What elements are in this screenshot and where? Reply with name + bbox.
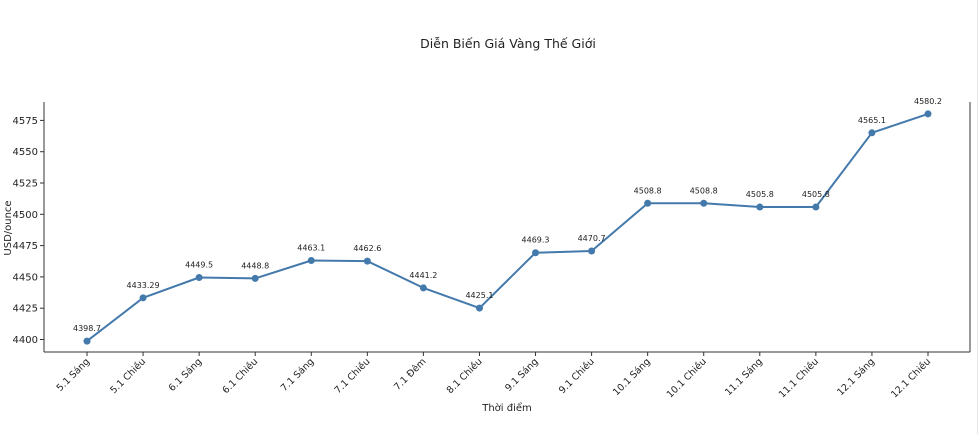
data-point-marker [363, 257, 371, 265]
data-labels: 4398.7 4433.29 4449.5 4448.8 4463.1 4462.6 444… [73, 97, 942, 333]
y-tick-label: 4575 [13, 116, 38, 127]
data-point-label: 4470.7 [578, 234, 606, 243]
data-point-marker [195, 274, 203, 282]
x-tick-label: 6.1 Sáng [167, 356, 204, 393]
x-tick-label: 12.1 Sáng [835, 356, 877, 398]
data-point-marker [924, 110, 932, 118]
x-axis-ticks: 5.1 Sáng 5.1 Chiều 6.1 Sáng 6.1 Chiều 7.1 Sá… [55, 352, 933, 400]
data-point-label: 4463.1 [297, 243, 325, 252]
data-point-marker [251, 274, 259, 282]
chart-title: Diễn Biến Giá Vàng Thế Giới [420, 36, 596, 51]
data-point-label: 4425.1 [465, 291, 493, 300]
y-tick-label: 4425 [13, 304, 38, 315]
data-point-label: 4508.8 [690, 186, 718, 195]
data-point-label: 4433.29 [127, 281, 160, 290]
x-tick-label: 7.1 Đêm [392, 356, 428, 392]
window-edge-divider [977, 0, 978, 434]
x-tick-label: 10.1 Sáng [611, 356, 653, 398]
x-tick-label: 9.1 Sáng [503, 356, 540, 393]
x-tick-label: 8.1 Chiều [445, 356, 485, 396]
data-point-label: 4508.8 [634, 186, 662, 195]
data-point-marker [588, 247, 596, 255]
x-axis-label: Thời điểm [481, 401, 532, 414]
data-point-label: 4565.1 [858, 116, 886, 125]
y-tick-label: 4525 [13, 179, 38, 190]
data-point-marker [83, 337, 91, 345]
data-point-label: 4469.3 [522, 236, 550, 245]
x-tick-label: 11.1 Chiều [777, 356, 821, 400]
x-tick-label: 7.1 Sáng [279, 356, 316, 393]
data-point-marker [868, 129, 876, 137]
data-point-marker [644, 199, 652, 207]
x-tick-label: 9.1 Chiều [557, 356, 597, 396]
x-tick-label: 5.1 Sáng [55, 356, 92, 393]
data-point-marker [307, 256, 315, 264]
x-tick-label: 6.1 Chiều [221, 356, 261, 396]
data-point-marker [139, 294, 147, 302]
data-point-marker [419, 284, 427, 292]
y-tick-label: 4500 [13, 210, 38, 221]
data-point-label: 4449.5 [185, 261, 213, 270]
data-point-label: 4462.6 [353, 244, 381, 253]
data-point-label: 4580.2 [914, 97, 942, 106]
data-point-label: 4441.2 [409, 271, 437, 280]
x-tick-label: 7.1 Chiều [333, 356, 373, 396]
y-tick-label: 4400 [13, 335, 38, 346]
data-point-marker [475, 304, 483, 312]
data-point-marker [532, 249, 540, 257]
data-series [83, 110, 932, 345]
axes [43, 102, 971, 353]
x-tick-label: 5.1 Chiều [108, 356, 148, 396]
price-line [86, 112, 929, 342]
y-tick-label: 4450 [13, 272, 38, 283]
data-point-label: 4398.7 [73, 324, 101, 333]
x-tick-label: 12.1 Chiều [889, 356, 933, 400]
data-point-label: 4448.8 [241, 261, 269, 270]
y-tick-label: 4550 [13, 147, 38, 158]
data-point-marker [756, 203, 764, 211]
data-point-label: 4505.8 [746, 190, 774, 199]
x-tick-label: 11.1 Sáng [723, 356, 765, 398]
y-tick-label: 4475 [13, 241, 38, 252]
x-tick-label: 10.1 Chiều [665, 356, 709, 400]
data-point-marker [812, 203, 820, 211]
data-point-label: 4505.8 [802, 190, 830, 199]
y-axis-label: USD/ounce [3, 200, 14, 255]
y-axis-ticks: 4400 4425 4450 4475 4500 4525 4550 4575 [13, 116, 44, 346]
data-point-marker [700, 199, 708, 207]
